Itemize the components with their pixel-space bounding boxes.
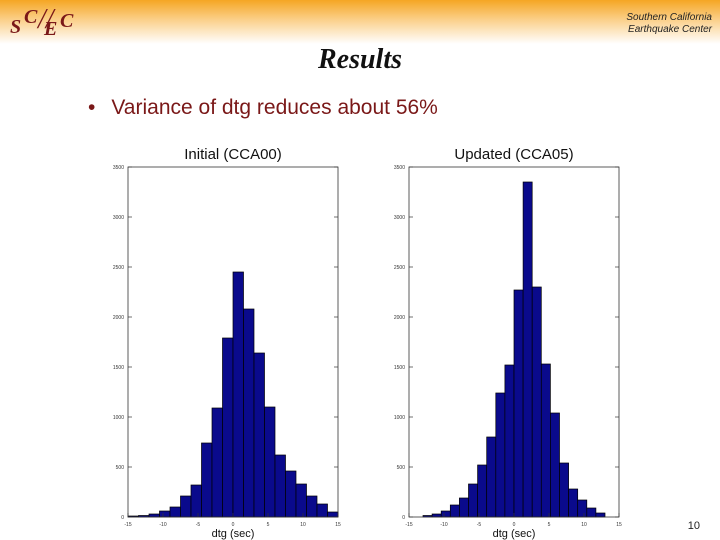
histogram-bar [211, 407, 223, 518]
histogram-bar [468, 483, 478, 518]
y-tick-label: 2000 [113, 315, 124, 321]
histogram-bar [253, 352, 265, 518]
histogram-bar [190, 484, 202, 518]
x-axis-label: dtg (sec) [493, 528, 536, 540]
histogram-bar [159, 510, 171, 518]
slide-title: Results [317, 44, 403, 75]
histogram-bar [431, 513, 442, 518]
histogram-bar [285, 470, 297, 518]
histogram-bar [243, 308, 255, 518]
y-tick-label: 500 [397, 465, 406, 471]
histogram-bar [295, 483, 307, 518]
logo-s-glyph: S [10, 16, 22, 38]
y-tick-label: 500 [116, 465, 125, 471]
logo-c-glyph: C [24, 6, 38, 28]
histogram-bar [486, 436, 497, 518]
chart-updated: Updated (CCA05) 0 500 1000 1500 2000 2500 3000 3… [373, 142, 623, 540]
y-tick-label: 3000 [113, 215, 124, 221]
histogram-bar [148, 513, 160, 518]
x-tick-label: 0 [513, 522, 516, 528]
x-tick-label: 10 [300, 522, 306, 528]
histogram-bar [459, 497, 469, 518]
header-band [0, 0, 720, 44]
histogram-bar [232, 271, 244, 518]
org-name-line1: Southern California [626, 12, 712, 23]
histogram-bar [274, 454, 286, 518]
y-tick-label: 2000 [394, 315, 405, 321]
histogram-bar [495, 392, 506, 518]
logo-slash-glyph: // [38, 4, 54, 35]
chart-updated-svg: Updated (CCA05) 0 500 1000 1500 2000 2500 3000 3… [394, 146, 622, 540]
histogram-bar [449, 504, 460, 518]
histogram-bar [264, 406, 276, 518]
x-tick-label: -5 [477, 522, 482, 528]
x-tick-label: -10 [440, 522, 447, 528]
y-tick-label: 3500 [113, 165, 124, 171]
histogram-bar [477, 464, 488, 518]
histogram-bar [559, 462, 569, 518]
x-tick-label: 5 [548, 522, 551, 528]
x-tick-label: 15 [616, 522, 622, 528]
x-tick-label: 5 [267, 522, 270, 528]
histogram-bar [586, 507, 597, 518]
y-tick-label: 2500 [113, 265, 124, 271]
y-tick-label: 3000 [394, 215, 405, 221]
histogram-bar [540, 363, 551, 518]
histogram-bar [222, 337, 234, 518]
bullet-point: • Variance of dtg reduces about 56% [88, 96, 438, 120]
bullet-dot-icon: • [88, 96, 96, 119]
histogram-bar [180, 495, 192, 518]
x-tick-label: 15 [335, 522, 341, 528]
organization-logo: S C // E C [10, 4, 80, 42]
x-tick-label: -5 [196, 522, 201, 528]
histogram-bar [504, 364, 515, 518]
organization-name: Southern California Earthquake Center [572, 12, 712, 36]
chart-title: Updated (CCA05) [454, 146, 573, 163]
x-tick-label: -10 [159, 522, 166, 528]
y-tick-label: 3500 [394, 165, 405, 171]
histogram-bar [169, 506, 181, 518]
x-axis-label: dtg (sec) [212, 528, 255, 540]
y-tick-label: 1500 [113, 365, 124, 371]
x-tick-label: 10 [581, 522, 587, 528]
logo-e-glyph: E [44, 18, 58, 40]
histogram-bar [513, 289, 524, 518]
y-tick-label: 0 [402, 515, 405, 521]
y-tick-label: 1500 [394, 365, 405, 371]
histogram-bar [440, 510, 451, 518]
histogram-bar [522, 181, 533, 518]
histogram-bar [327, 511, 339, 518]
histogram-bar [201, 442, 213, 518]
histogram-bar [531, 286, 542, 518]
page-number: 10 [687, 520, 700, 532]
histogram-bar [316, 503, 328, 518]
x-tick-label: 0 [232, 522, 235, 528]
bullet-text: Variance of dtg reduces about 56% [111, 96, 438, 119]
chart-title: Initial (CCA00) [184, 146, 282, 163]
histogram-bar [577, 499, 588, 518]
y-tick-label: 0 [121, 515, 124, 521]
histogram-bar [550, 412, 560, 518]
histogram-bar [568, 488, 579, 518]
y-tick-label: 1000 [394, 415, 405, 421]
x-tick-label: -15 [124, 522, 131, 528]
x-tick-label: -15 [405, 522, 412, 528]
chart-initial-svg: Initial (CCA00) 0 500 1000 1500 2000 2500 3000 3… [113, 146, 341, 540]
histogram-bar [595, 512, 606, 518]
logo-c2-glyph: C [60, 10, 74, 32]
chart-initial: Initial (CCA00) 0 500 1000 1500 2000 2500 3000 3… [92, 142, 342, 540]
y-tick-label: 1000 [113, 415, 124, 421]
histogram-bar [306, 495, 318, 518]
org-name-line2: Earthquake Center [628, 24, 712, 35]
y-tick-label: 2500 [394, 265, 405, 271]
